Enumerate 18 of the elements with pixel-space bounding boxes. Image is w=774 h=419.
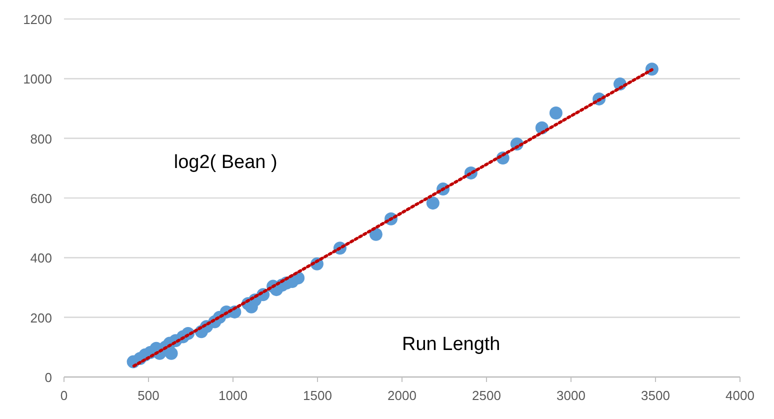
y-tick-label: 800: [30, 131, 52, 146]
y-tick-label: 600: [30, 191, 52, 206]
x-tick-label: 3500: [641, 388, 670, 403]
y-axis-title: log2( Bean ): [174, 152, 278, 174]
x-tick-label: 500: [138, 388, 160, 403]
x-tick-label: 1000: [218, 388, 248, 403]
x-tick-label: 3000: [556, 388, 586, 403]
y-tick-label: 1200: [23, 12, 52, 27]
x-tick-label: 4000: [726, 388, 754, 403]
x-tick-label: 2000: [388, 388, 416, 403]
x-tick-label: 0: [60, 388, 68, 403]
x-tick-label: 2500: [472, 388, 501, 403]
y-tick-label: 0: [44, 370, 52, 385]
y-tick-label: 200: [30, 310, 52, 326]
x-tick-label: 1500: [303, 388, 332, 403]
x-axis-title: Run Length: [402, 334, 500, 356]
y-tick-label: 1000: [23, 72, 52, 87]
y-tick-label: 400: [30, 250, 52, 266]
